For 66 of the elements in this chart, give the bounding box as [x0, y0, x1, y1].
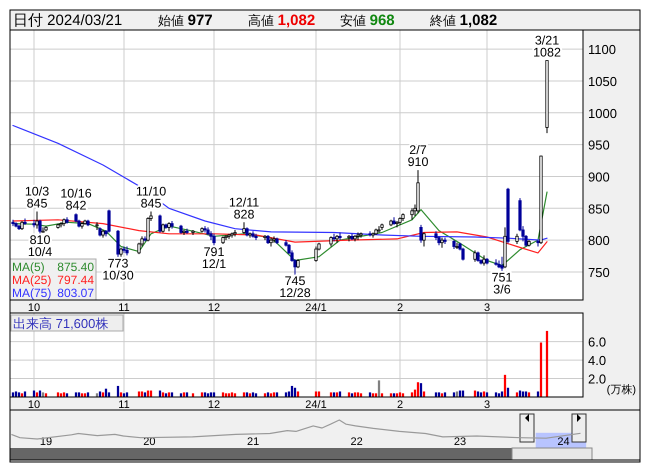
text: 安値 968	[340, 12, 395, 29]
candlestick	[476, 251, 480, 262]
x-tick-label: 23	[454, 436, 466, 448]
x-tick-label: 2	[396, 302, 404, 314]
text: 始値 977	[158, 12, 213, 29]
chart-title: 出来高 71,600株	[13, 316, 108, 331]
y-tick-label: 4.0	[588, 353, 606, 368]
candlestick	[329, 236, 333, 248]
y-tick-label: 750	[588, 264, 610, 280]
candlestick	[242, 222, 246, 234]
y-tick-label: 800	[588, 233, 610, 248]
x-tick-label: 24/1	[305, 302, 327, 314]
candlestick	[515, 233, 519, 244]
y-tick-label: 1100	[588, 42, 616, 58]
x-tick-label: 12	[208, 399, 220, 411]
candlestick	[314, 246, 318, 262]
x-tick-label: 24	[557, 436, 570, 448]
candlestick	[422, 232, 426, 248]
x-tick-label: 22	[350, 436, 363, 448]
candlestick	[35, 210, 39, 230]
y-tick-label: 2.0	[588, 372, 606, 387]
x-tick-label: 24/1	[305, 399, 327, 411]
annotation: 10/16 842	[60, 186, 92, 212]
annotation: 875.40	[57, 260, 94, 274]
x-tick-label: 21	[247, 436, 260, 448]
candlestick	[116, 229, 120, 258]
y-tick-label: 1050	[588, 74, 617, 89]
chart-title: 日付 2024/03/21	[13, 12, 122, 29]
x-tick-label: 10	[28, 302, 40, 314]
y-tick-label: 950	[588, 138, 610, 153]
annotation: 803.07	[57, 286, 94, 300]
annotation: 12/11 828	[228, 195, 260, 222]
candlestick	[107, 209, 111, 233]
x-tick-label: 11	[118, 302, 130, 314]
y-tick-label: 850	[588, 201, 610, 216]
annotation: 773 10/30	[102, 256, 134, 282]
x-tick-label: 3	[484, 399, 490, 411]
annotation: 791 12/1	[202, 244, 226, 271]
y-tick-label: 6.0	[588, 334, 606, 350]
text: 高値 1,082	[248, 12, 316, 29]
candlestick	[473, 250, 477, 262]
x-tick-label: 3	[484, 302, 490, 314]
candlestick	[440, 237, 444, 248]
y-axis-title: (万株)	[606, 383, 636, 396]
candlestick	[38, 219, 42, 234]
annotation: 745 12/28	[279, 274, 311, 300]
x-tick-label: 10	[28, 399, 40, 411]
y-tick-label: 1000	[588, 106, 617, 121]
candlestick	[410, 208, 414, 220]
annotation: 797.44	[57, 273, 94, 287]
annotation: 3/21 1082	[533, 34, 561, 60]
y-tick-label: 900	[588, 169, 610, 184]
x-tick-label: 12	[208, 302, 220, 314]
candlestick	[419, 224, 423, 244]
annotation: 810 10/4	[28, 232, 52, 259]
x-tick-label: 11	[118, 399, 130, 411]
candlestick	[212, 233, 216, 246]
annotation: 751 3/6	[492, 270, 512, 296]
candlestick	[158, 214, 162, 233]
candlestick	[500, 256, 504, 272]
text: 終値 1,082	[429, 12, 498, 29]
candlestick	[482, 254, 486, 266]
annotation: 2/7 910	[408, 143, 428, 170]
x-tick-label: 2	[396, 399, 404, 411]
annotation: 10/3 845	[24, 184, 50, 210]
legend: MA(5) 875.40 MA(25) 797.44 MA(75) 803.07	[10, 258, 96, 300]
